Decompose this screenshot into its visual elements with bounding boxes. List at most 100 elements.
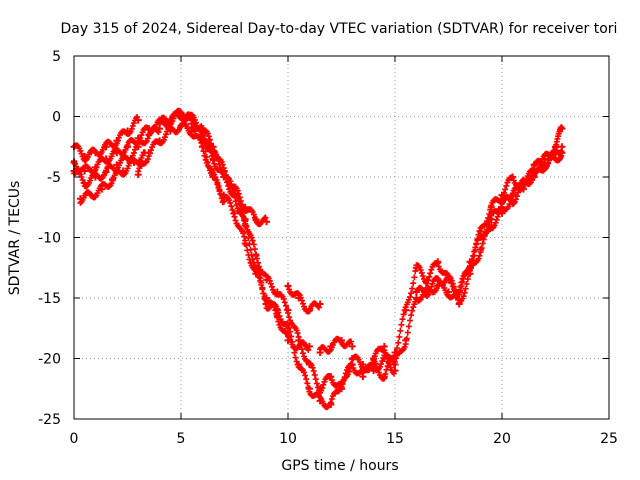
data-point <box>434 276 442 284</box>
data-point <box>305 361 313 369</box>
data-point <box>434 282 442 290</box>
data-point <box>263 276 271 284</box>
data-point <box>477 227 485 235</box>
data-point <box>273 306 281 314</box>
data-point <box>380 355 388 362</box>
satellite-track <box>391 124 566 369</box>
data-point <box>231 191 238 199</box>
satellite-track <box>370 149 566 382</box>
y-tick-label: -20 <box>38 352 61 368</box>
data-point <box>509 191 517 199</box>
satellite-track <box>316 335 356 356</box>
data-point <box>252 215 260 223</box>
data-point <box>113 137 121 145</box>
data-point <box>445 276 452 284</box>
data-point <box>498 209 506 217</box>
data-point <box>113 161 121 169</box>
data-point <box>156 119 164 127</box>
data-point <box>252 264 260 272</box>
data-point <box>81 179 89 187</box>
chart-title: Day 315 of 2024, Sidereal Day-to-day VTE… <box>61 21 618 37</box>
data-point <box>145 149 153 157</box>
data-point <box>220 191 228 199</box>
data-point <box>156 137 164 145</box>
data-point <box>102 155 110 163</box>
x-tick-label: 15 <box>386 431 404 447</box>
data-point <box>412 264 420 272</box>
y-tick-label: -10 <box>38 231 61 247</box>
data-point <box>487 215 495 223</box>
data-point <box>124 143 131 151</box>
data-point <box>177 109 185 117</box>
data-point <box>134 116 142 124</box>
y-tick-label: -15 <box>38 291 61 307</box>
data-point <box>359 361 367 369</box>
data-point <box>391 361 399 369</box>
data-point <box>177 122 185 130</box>
data-point <box>380 342 388 350</box>
data-point <box>338 385 345 393</box>
data-point <box>119 167 127 175</box>
data-point <box>91 163 99 171</box>
data-point <box>402 336 410 344</box>
data-point <box>134 171 142 179</box>
data-point <box>188 120 196 128</box>
y-axis-label: SDTVAR / TECUs <box>7 181 23 296</box>
data-point <box>166 116 174 124</box>
data-point <box>305 342 313 350</box>
data-point <box>305 385 313 393</box>
x-tick-label: 10 <box>279 431 297 447</box>
data-point <box>145 131 153 139</box>
data-point <box>81 152 89 160</box>
data-point <box>231 209 238 217</box>
data-point <box>391 367 399 375</box>
data-point <box>252 252 260 260</box>
data-point <box>327 400 335 408</box>
satellite-track <box>70 114 142 164</box>
satellite-track <box>156 107 271 228</box>
data-point <box>348 355 356 362</box>
data-point <box>98 185 106 193</box>
data-point <box>316 385 324 393</box>
data-point <box>284 282 292 290</box>
satellite-track <box>412 143 566 300</box>
data-point <box>455 288 463 296</box>
data-point <box>327 342 335 350</box>
satellite-track <box>198 131 399 396</box>
data-point <box>434 258 442 266</box>
axis-ticks <box>73 55 610 420</box>
grid <box>74 56 609 419</box>
data-point <box>209 173 217 181</box>
data-point <box>359 373 367 381</box>
data-point <box>519 185 527 193</box>
data-point <box>541 161 549 169</box>
data-point <box>487 221 495 229</box>
data-point <box>466 264 474 272</box>
data-point <box>220 197 228 205</box>
data-point <box>295 361 303 369</box>
x-tick-label: 0 <box>70 431 79 447</box>
y-tick-label: -5 <box>47 170 61 186</box>
data-point <box>209 155 217 163</box>
data-point <box>273 288 281 296</box>
data-point <box>295 294 303 302</box>
x-tick-label: 20 <box>493 431 511 447</box>
data-point <box>284 306 292 314</box>
data-point <box>327 373 335 381</box>
data-point <box>316 300 324 308</box>
data-point <box>91 173 99 181</box>
data-point <box>316 348 324 356</box>
data-point <box>134 143 142 151</box>
data-point <box>295 336 303 344</box>
data-point <box>487 203 495 211</box>
data-points <box>70 107 566 411</box>
data-point <box>284 324 292 332</box>
data-point <box>530 161 538 169</box>
satellite-track <box>198 133 228 206</box>
data-point <box>412 294 420 302</box>
y-tick-labels: -25 -20 -15 -10 -5 0 5 <box>38 49 61 428</box>
data-point <box>558 143 566 151</box>
y-tick-label: 5 <box>52 49 61 65</box>
data-point <box>109 175 117 183</box>
